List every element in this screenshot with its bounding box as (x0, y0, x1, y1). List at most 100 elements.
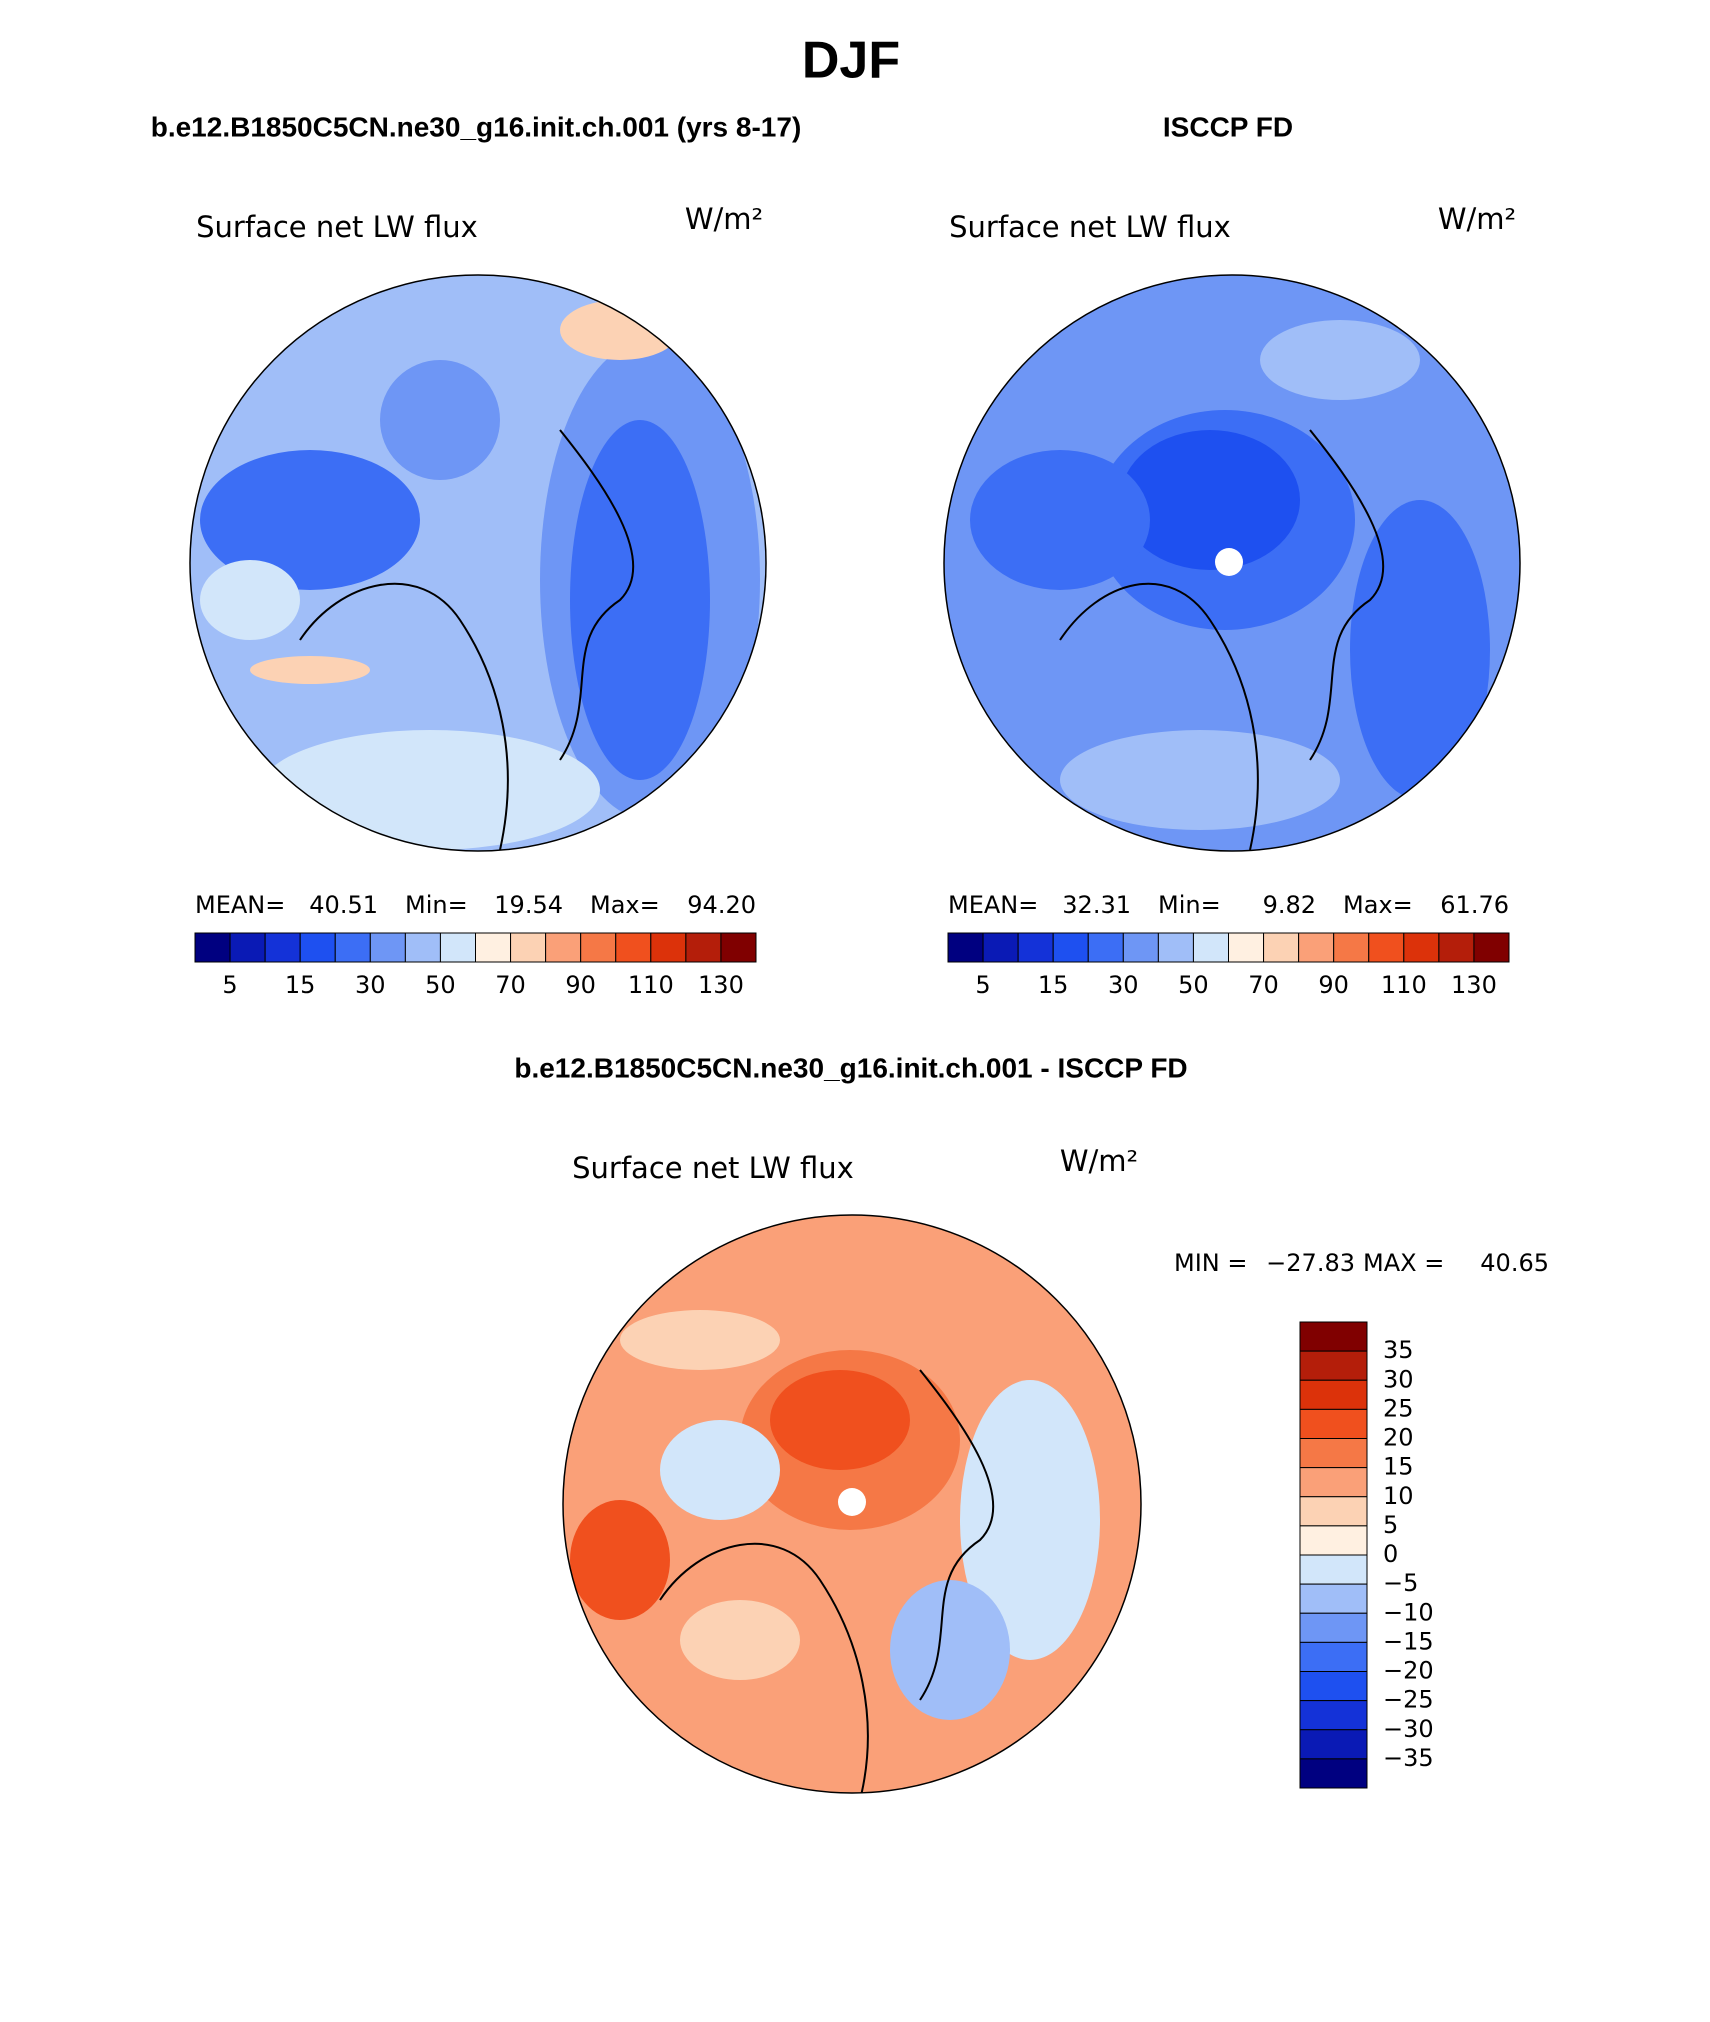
stat-value: 19.54 (494, 891, 563, 919)
map (190, 275, 766, 851)
colorbar-box (1368, 932, 1405, 963)
colorbar-box (1263, 932, 1300, 963)
colorbar-box (947, 932, 984, 963)
colorbar-label: −10 (1383, 1598, 1434, 1626)
colorbar-label: −35 (1383, 1744, 1434, 1772)
colorbar-label: 25 (1383, 1394, 1414, 1422)
colorbar-label: 20 (1383, 1424, 1414, 1452)
stat-label: MAX = (1363, 1249, 1444, 1277)
colorbar-box (1192, 932, 1229, 963)
map-border (943, 274, 1521, 852)
colorbar-box (1299, 1583, 1368, 1614)
colorbar-box (1299, 1758, 1368, 1789)
colorbar-label: 90 (565, 971, 596, 999)
colorbar-label: 70 (495, 971, 526, 999)
colorbar-box (615, 932, 652, 963)
colorbar-box (1299, 1350, 1368, 1381)
colorbar-label: 50 (1178, 971, 1209, 999)
colorbar-label: 130 (1451, 971, 1497, 999)
colorbar-box (229, 932, 266, 963)
colorbar-box (650, 932, 687, 963)
units-label: W/m² (685, 202, 763, 236)
colorbar-box (1299, 1671, 1368, 1702)
colorbar-label: 30 (1108, 971, 1139, 999)
colorbar-label: 15 (285, 971, 316, 999)
colorbar-box (685, 932, 722, 963)
colorbar-box (264, 932, 301, 963)
variable-label: Surface net LW flux (949, 210, 1231, 244)
units-label: W/m² (1438, 202, 1516, 236)
colorbar-label: 30 (355, 971, 386, 999)
colorbar-label: −30 (1383, 1715, 1434, 1743)
colorbar-label: −20 (1383, 1657, 1434, 1685)
colorbar-label: −5 (1383, 1569, 1418, 1597)
colorbar-label: 70 (1248, 971, 1279, 999)
variable-label: Surface net LW flux (572, 1151, 854, 1185)
colorbar-box (1228, 932, 1265, 963)
colorbar-box (1299, 1641, 1368, 1672)
colorbar-label: 15 (1383, 1453, 1414, 1481)
colorbar-label: 130 (698, 971, 744, 999)
colorbar-box (334, 932, 371, 963)
colorbar-label: 5 (975, 971, 990, 999)
stat-label: MIN = (1174, 1249, 1247, 1277)
colorbar-box (299, 932, 336, 963)
colorbar-box (1299, 1467, 1368, 1498)
colorbar-box (369, 932, 406, 963)
colorbar-label: 110 (1381, 971, 1427, 999)
colorbar-label: 30 (1383, 1365, 1414, 1393)
colorbar-box (982, 932, 1019, 963)
colorbar-label: 15 (1038, 971, 1069, 999)
colorbar-box (1017, 932, 1054, 963)
colorbar-box (1299, 1321, 1368, 1352)
stat-value: −27.83 (1266, 1249, 1355, 1277)
colorbar-box (1333, 932, 1370, 963)
colorbar-box (1299, 1438, 1368, 1469)
colorbar-box (1157, 932, 1194, 963)
colorbar-box (1299, 1729, 1368, 1760)
colorbar-box (1299, 1379, 1368, 1410)
colorbar-box (475, 932, 512, 963)
stat-label: Min= (405, 891, 468, 919)
stat-label: Min= (1158, 891, 1221, 919)
units-label: W/m² (1060, 1144, 1138, 1178)
colorbar-label: 35 (1383, 1336, 1414, 1364)
colorbar-box (580, 932, 617, 963)
colorbar-box (1299, 1700, 1368, 1731)
colorbar-box (720, 932, 757, 963)
map-border (189, 274, 767, 852)
stat-value: 40.51 (309, 891, 378, 919)
stat-value: 40.65 (1480, 1249, 1549, 1277)
colorbar-label: 0 (1383, 1540, 1398, 1568)
map (563, 1215, 1141, 1793)
stat-label: Max= (1343, 891, 1413, 919)
colorbar-box (194, 932, 231, 963)
colorbar-box (1087, 932, 1124, 963)
colorbar-box (1299, 1612, 1368, 1643)
stat-value: 9.82 (1263, 891, 1316, 919)
colorbar-box (1299, 1554, 1368, 1585)
colorbar-box (439, 932, 476, 963)
colorbar-label: 5 (1383, 1511, 1398, 1539)
colorbar-box (1403, 932, 1440, 963)
map-border (562, 1214, 1142, 1794)
colorbar-label: 110 (628, 971, 674, 999)
colorbar-box (1299, 1408, 1368, 1439)
colorbar-label: −25 (1383, 1686, 1434, 1714)
stat-label: MEAN= (195, 891, 285, 919)
stat-value: 32.31 (1062, 891, 1131, 919)
panel-title: b.e12.B1850C5CN.ne30_g16.init.ch.001 - I… (514, 1052, 1187, 1083)
stat-label: MEAN= (948, 891, 1038, 919)
colorbar-box (1299, 1496, 1368, 1527)
colorbar-label: 5 (222, 971, 237, 999)
variable-label: Surface net LW flux (196, 210, 478, 244)
colorbar-box (1122, 932, 1159, 963)
colorbar-label: 50 (425, 971, 456, 999)
colorbar-box (404, 932, 441, 963)
colorbar-label: 90 (1318, 971, 1349, 999)
colorbar-label: −15 (1383, 1627, 1434, 1655)
colorbar-box (1298, 932, 1335, 963)
panel-title: ISCCP FD (1163, 111, 1293, 142)
